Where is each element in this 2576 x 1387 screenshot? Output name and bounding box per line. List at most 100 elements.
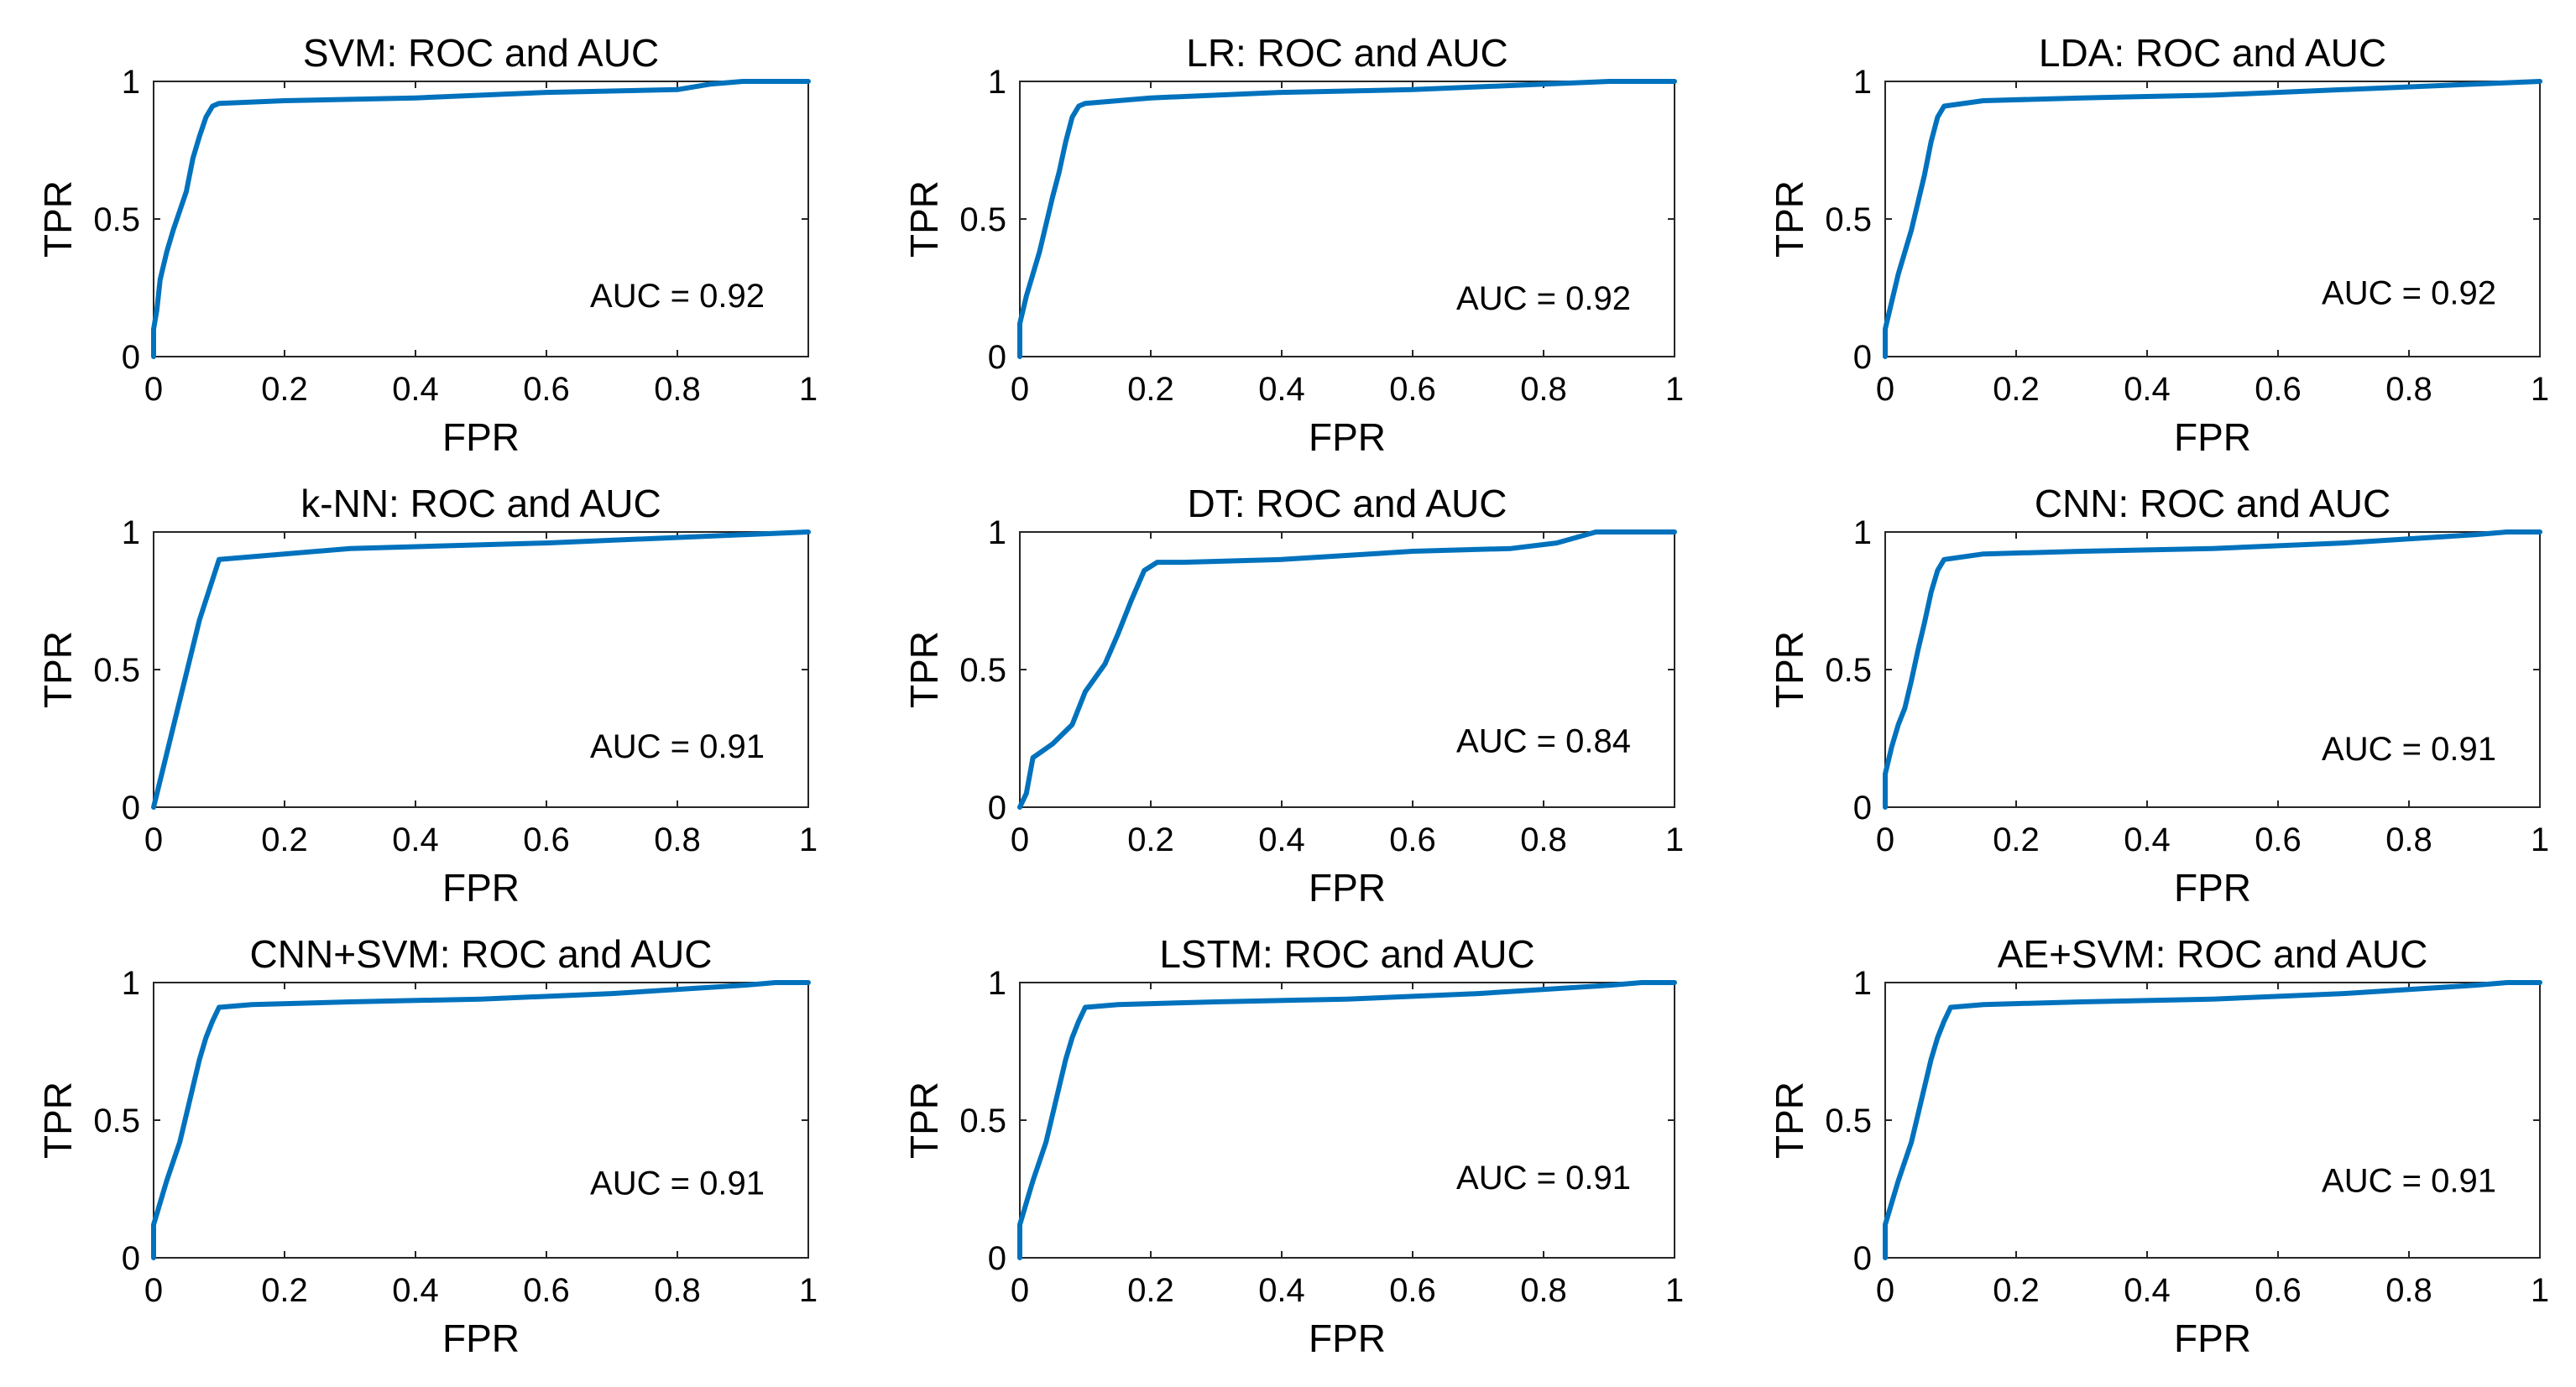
y-tick-label: 0 xyxy=(122,1240,140,1277)
y-tick-label: 0 xyxy=(1853,790,1872,826)
x-tick-label: 1 xyxy=(1665,821,1684,858)
y-tick-label: 0.5 xyxy=(1825,1103,1872,1139)
x-tick-label: 0.4 xyxy=(1258,371,1305,408)
roc-curve xyxy=(1017,79,1677,359)
x-tick-label: 0.4 xyxy=(2124,821,2171,858)
x-tick-label: 0.6 xyxy=(2255,1272,2302,1309)
x-tick-label: 0.8 xyxy=(654,371,701,408)
x-tick-label: 0 xyxy=(144,1272,163,1309)
x-axis-label: FPR xyxy=(1309,866,1386,910)
y-tick-label: 1 xyxy=(988,64,1006,101)
x-axis-label: FPR xyxy=(2174,1317,2251,1360)
y-tick-label: 0.5 xyxy=(93,201,140,238)
y-tick-label: 0.5 xyxy=(1825,652,1872,689)
x-tick-label: 0.2 xyxy=(1993,1272,2040,1309)
x-tick-label: 0.4 xyxy=(2124,371,2171,408)
y-axis-label: TPR xyxy=(36,1082,80,1159)
x-tick-label: 0.6 xyxy=(523,821,570,858)
auc-annotation: AUC = 0.84 xyxy=(1456,722,1631,759)
axes-box xyxy=(1019,531,1675,808)
subplot-title: SVM: ROC and AUC xyxy=(303,31,659,75)
subplot-title: LR: ROC and AUC xyxy=(1186,31,1507,75)
x-tick-label: 0.2 xyxy=(261,821,308,858)
subplot-7: CNN+SVM: ROC and AUC 0 0.2 0.4 0.6 0.8 1 0 0.5 1 F… xyxy=(36,932,818,1360)
y-axis-label: TPR xyxy=(1768,180,1811,258)
x-axis-label: FPR xyxy=(442,415,520,459)
x-tick-label: 0.8 xyxy=(1520,1272,1567,1309)
x-tick-label: 0.6 xyxy=(2255,821,2302,858)
roc-curve xyxy=(151,529,811,810)
subplot-title: LDA: ROC and AUC xyxy=(2039,31,2386,75)
x-tick-label: 1 xyxy=(2531,1272,2549,1309)
roc-curve xyxy=(1883,529,2542,810)
subplot-1: SVM: ROC and AUC 0 0.2 0.4 0.6 0.8 1 0 0.5 1 FPR TP… xyxy=(36,31,818,459)
x-tick-label: 0.2 xyxy=(261,371,308,408)
x-tick-label: 1 xyxy=(799,1272,818,1309)
roc-curve xyxy=(1017,529,1677,810)
x-tick-label: 0 xyxy=(1011,371,1029,408)
y-tick-label: 0 xyxy=(1853,1240,1872,1277)
y-tick-label: 1 xyxy=(988,514,1006,551)
auc-annotation: AUC = 0.91 xyxy=(2322,1162,2496,1199)
x-tick-label: 0 xyxy=(1876,1272,1894,1309)
x-tick-label: 0.8 xyxy=(654,1272,701,1309)
x-tick-label: 0.6 xyxy=(1389,1272,1436,1309)
x-tick-label: 1 xyxy=(799,371,818,408)
y-tick-label: 0.5 xyxy=(959,652,1006,689)
subplot-title: LSTM: ROC and AUC xyxy=(1159,932,1534,976)
x-tick-label: 0.6 xyxy=(1389,821,1436,858)
y-tick-label: 1 xyxy=(1853,64,1872,101)
x-tick-label: 0.8 xyxy=(1520,371,1567,408)
x-axis-label: FPR xyxy=(442,866,520,910)
x-tick-label: 0.6 xyxy=(2255,371,2302,408)
y-tick-label: 0 xyxy=(988,1240,1006,1277)
y-axis-label: TPR xyxy=(36,180,80,258)
x-tick-label: 0.8 xyxy=(2385,371,2432,408)
y-axis-label: TPR xyxy=(1768,631,1811,708)
axes-box xyxy=(153,81,809,357)
x-tick-label: 0.2 xyxy=(1993,821,2040,858)
subplot-6: CNN: ROC and AUC 0 0.2 0.4 0.6 0.8 1 0 0.5 1 FPR TP… xyxy=(1768,482,2549,910)
x-tick-label: 0 xyxy=(144,371,163,408)
roc-curve xyxy=(151,980,811,1260)
x-tick-label: 0 xyxy=(1876,821,1894,858)
x-tick-label: 0.6 xyxy=(523,371,570,408)
x-tick-label: 0.4 xyxy=(2124,1272,2171,1309)
y-tick-label: 0.5 xyxy=(959,201,1006,238)
y-axis-label: TPR xyxy=(902,631,946,708)
axes-box xyxy=(1019,982,1675,1259)
x-axis-label: FPR xyxy=(1309,415,1386,459)
x-tick-label: 1 xyxy=(2531,371,2549,408)
x-axis-label: FPR xyxy=(1309,1317,1386,1360)
x-tick-label: 1 xyxy=(2531,821,2549,858)
y-tick-label: 0 xyxy=(1853,339,1872,376)
subplot-title: CNN: ROC and AUC xyxy=(2035,482,2391,525)
x-tick-label: 0.4 xyxy=(392,1272,439,1309)
roc-curve xyxy=(1883,980,2542,1260)
y-tick-label: 0.5 xyxy=(93,1103,140,1139)
y-tick-label: 0.5 xyxy=(1825,201,1872,238)
auc-annotation: AUC = 0.91 xyxy=(2322,731,2496,768)
y-tick-label: 1 xyxy=(122,514,140,551)
y-tick-label: 0 xyxy=(122,790,140,826)
x-tick-label: 0.6 xyxy=(1389,371,1436,408)
x-tick-label: 0.2 xyxy=(1127,371,1174,408)
y-axis-label: TPR xyxy=(1768,1082,1811,1159)
x-tick-label: 0.4 xyxy=(392,821,439,858)
x-tick-label: 0.8 xyxy=(654,821,701,858)
x-tick-label: 0.8 xyxy=(1520,821,1567,858)
axes-box xyxy=(153,982,809,1259)
y-axis-label: TPR xyxy=(902,180,946,258)
axes-box xyxy=(1884,81,2541,357)
x-axis-label: FPR xyxy=(2174,415,2251,459)
subplot-title: AE+SVM: ROC and AUC xyxy=(1998,932,2428,976)
subplot-3: LDA: ROC and AUC 0 0.2 0.4 0.6 0.8 1 0 0.5 1 FPR TP… xyxy=(1768,31,2549,459)
subplot-5: DT: ROC and AUC 0 0.2 0.4 0.6 0.8 1 0 0.5 1 FPR TPR… xyxy=(902,482,1684,910)
auc-annotation: AUC = 0.91 xyxy=(1456,1160,1631,1197)
auc-annotation: AUC = 0.91 xyxy=(590,728,765,765)
x-tick-label: 0.2 xyxy=(1993,371,2040,408)
y-tick-label: 1 xyxy=(1853,965,1872,1002)
roc-curve xyxy=(1883,79,2542,359)
auc-annotation: AUC = 0.91 xyxy=(590,1165,765,1202)
